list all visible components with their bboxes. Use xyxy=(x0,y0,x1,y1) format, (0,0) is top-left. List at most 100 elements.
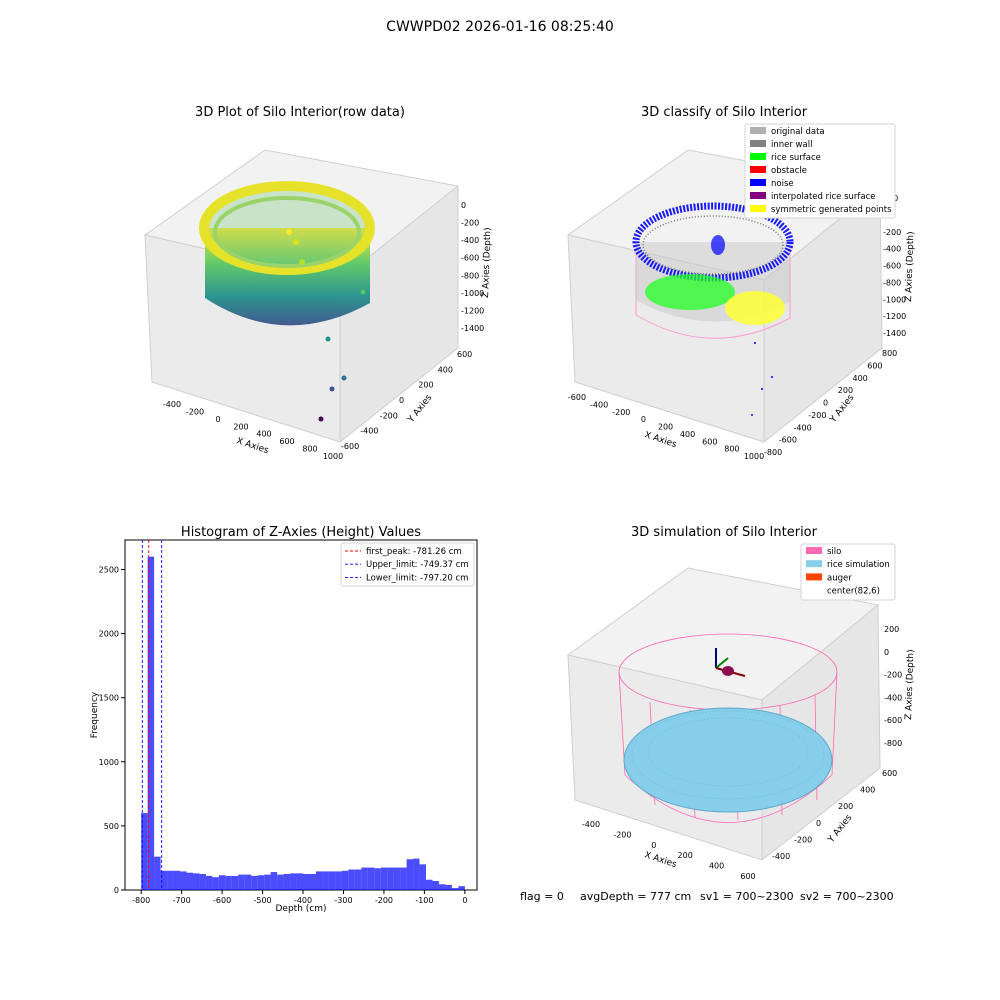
histogram-x-tick-label: 0 xyxy=(462,896,467,905)
histogram-x-tick-label: -300 xyxy=(334,896,352,905)
simulation-legend-label: silo xyxy=(827,547,841,557)
simulation-plot-title: 3D simulation of Silo Interior xyxy=(631,525,818,540)
histogram-y-ticks: 0 500 1000 1500 2000 2500 xyxy=(99,565,125,895)
histogram-bar xyxy=(147,556,155,890)
simulation-x-tick-label: 600 xyxy=(740,872,755,881)
raw-y-tick-label: -400 xyxy=(360,427,378,436)
histogram-axes xyxy=(124,539,478,891)
classify-legend-label: interpolated rice surface xyxy=(771,192,876,202)
histogram-bar xyxy=(167,870,174,890)
simulation-legend-swatch xyxy=(806,560,822,568)
raw-z-tick-label: 0 xyxy=(461,201,466,210)
footer-flag: flag = 0 xyxy=(520,890,564,903)
simulation-z-tick-label: 200 xyxy=(884,625,899,634)
classify-y-tick-label: -800 xyxy=(764,448,782,457)
classify-legend-swatch xyxy=(750,153,766,160)
histogram-y-tick-label: 1000 xyxy=(99,758,119,767)
raw-z-tick-label: -200 xyxy=(461,219,479,228)
classify-legend-label: original data xyxy=(771,127,825,137)
simulation-z-tick-label: -800 xyxy=(884,739,902,748)
histogram-bar xyxy=(426,879,433,890)
histogram-legend-label: Upper_limit: -749.37 cm xyxy=(366,560,469,570)
histogram-bar xyxy=(205,875,213,890)
histogram-x-tick-label: -400 xyxy=(294,896,312,905)
histogram-bar xyxy=(322,871,329,890)
classify-y-label: Y Axies xyxy=(828,393,857,426)
footer-status: flag = 0 avgDepth = 777 cm sv1 = 700~230… xyxy=(520,890,894,903)
raw-z-tick-label: -600 xyxy=(461,254,479,263)
classify-legend-swatch xyxy=(750,179,766,186)
classify-x-tick-label: 0 xyxy=(641,415,646,424)
histogram-y-label: Frequency xyxy=(90,691,100,738)
raw-y-ticks: -600-400-2000 200 400 600 xyxy=(341,350,472,451)
classify-x-ticks: -600 -400 -200 0 200 400 600 800 1000 xyxy=(568,393,764,461)
raw-z-tick-label: -1000 xyxy=(461,289,484,298)
histogram-bar xyxy=(348,869,355,890)
simulation-x-label: X Axies xyxy=(643,850,678,870)
histogram-bar xyxy=(277,874,284,890)
classify-silo xyxy=(632,202,794,416)
simulation-auger xyxy=(715,648,746,677)
histogram-bar xyxy=(218,875,226,890)
classify-x-tick-label: 200 xyxy=(658,423,673,432)
histogram-bar xyxy=(192,873,200,890)
histogram-bar xyxy=(141,813,148,890)
simulation-y-tick-label: 600 xyxy=(882,769,897,778)
classify-z-tick-label: -800 xyxy=(883,278,901,287)
simulation-z-label: Z Axies (Depth) xyxy=(904,649,916,720)
classify-y-tick-label: 200 xyxy=(838,386,853,395)
simulation-legend-label: auger xyxy=(827,573,852,583)
raw-x-tick-label: 200 xyxy=(233,422,248,431)
classify-x-label: X Axies xyxy=(643,430,678,450)
histogram-y-tick-label: 1500 xyxy=(99,694,119,703)
raw-x-tick-label: 600 xyxy=(279,437,294,446)
footer-avg-depth: avgDepth = 777 cm xyxy=(580,890,691,903)
raw-y-tick-label: -600 xyxy=(341,442,359,451)
figure-title: CWWPD02 2026-01-16 08:25:40 xyxy=(386,19,614,35)
histogram-x-ticks: -800 -700 -600 -500 -400 -300 -200 -100 0 xyxy=(132,890,467,905)
classify-legend-swatch xyxy=(750,192,766,199)
raw-y-tick-label: 0 xyxy=(399,396,404,405)
histogram-y-tick-label: 2000 xyxy=(99,630,119,639)
histogram-bar xyxy=(257,875,265,890)
simulation-y-tick-label: 200 xyxy=(838,802,853,811)
simulation-x-tick-label: 200 xyxy=(678,851,693,860)
raw-data-3d-plot: 3D Plot of Silo Interior(row data) -400-… xyxy=(143,105,493,461)
simulation-y-ticks: -400 -200 0 200 400 600 xyxy=(772,769,897,861)
classify-x-tick-label: -200 xyxy=(612,408,630,417)
histogram-x-label: Depth (cm) xyxy=(275,904,326,914)
classify-z-tick-label: -400 xyxy=(883,245,901,254)
simulation-x-tick-label: -400 xyxy=(582,820,600,829)
histogram-bar xyxy=(186,872,193,890)
raw-x-tick-label: -400 xyxy=(163,400,181,409)
raw-y-label: Y Axies xyxy=(406,393,435,426)
histogram-x-tick-label: -500 xyxy=(253,896,271,905)
raw-y-tick-label: 600 xyxy=(457,350,472,359)
histogram-bar xyxy=(432,881,439,890)
raw-z-label: Z Axies (Depth) xyxy=(481,227,493,298)
classify-x-tick-label: 400 xyxy=(680,430,695,439)
raw-x-tick-label: 0 xyxy=(215,415,220,424)
raw-silo-wall xyxy=(199,181,375,326)
histogram-bar xyxy=(303,873,310,890)
histogram-bar xyxy=(173,870,181,890)
histogram-bar xyxy=(231,875,239,890)
histogram-bar xyxy=(406,859,414,890)
simulation-y-tick-label: -400 xyxy=(772,852,790,861)
classify-x-tick-label: 600 xyxy=(702,437,717,446)
classify-x-tick-label: 1000 xyxy=(744,452,764,461)
histogram-x-tick-label: -700 xyxy=(173,896,191,905)
classify-y-tick-label: 800 xyxy=(882,349,897,358)
simulation-legend-swatch xyxy=(806,547,822,554)
raw-x-ticks: -400 -200 0 200 400 600 800 1000 xyxy=(163,400,343,461)
histogram-bar xyxy=(199,873,206,890)
classify-legend-swatch xyxy=(750,166,766,173)
classify-legend-swatch xyxy=(750,127,766,134)
footer-sv1: sv1 = 700~2300 xyxy=(700,890,794,903)
histogram-plot: Histogram of Z-Axies (Height) Values -80… xyxy=(90,525,478,914)
simulation-z-tick-label: -200 xyxy=(884,671,902,680)
classify-z-tick-label: -600 xyxy=(883,262,901,271)
histogram-bar xyxy=(361,867,368,890)
classify-legend-label: rice surface xyxy=(771,153,821,163)
